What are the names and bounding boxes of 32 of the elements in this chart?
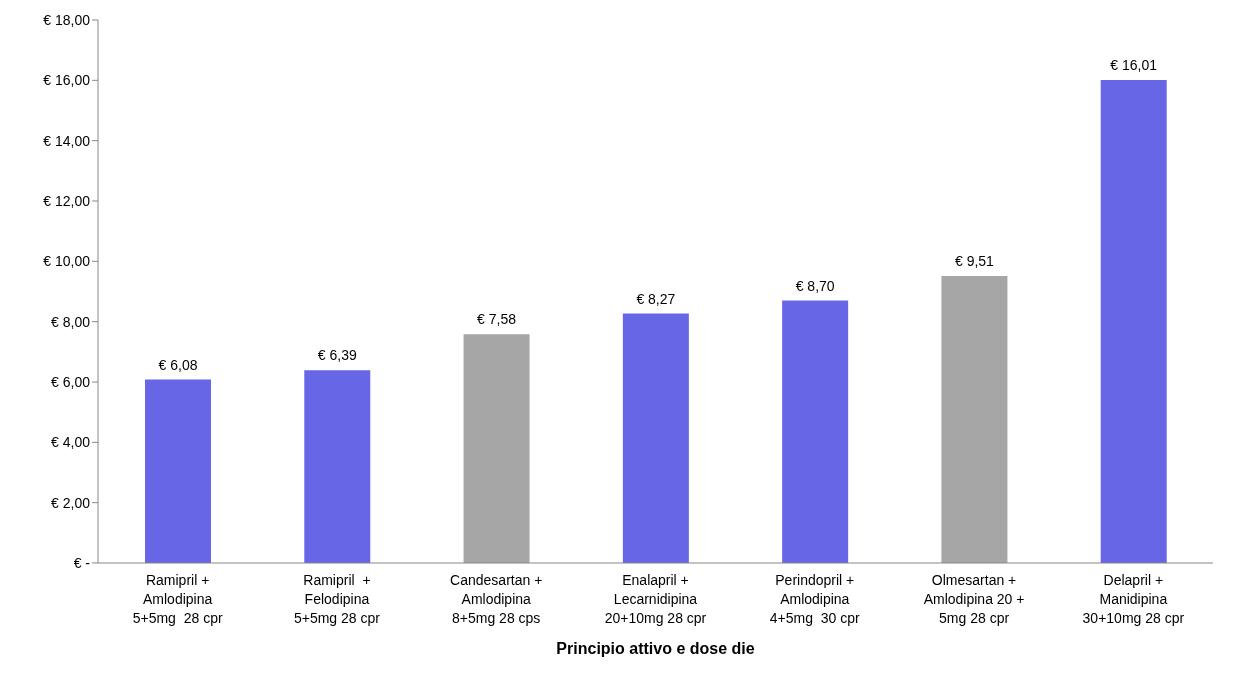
y-tick-label: € 4,00 — [51, 434, 91, 451]
bar — [304, 370, 371, 563]
y-tick-label: € 10,00 — [43, 253, 91, 270]
x-tick-label: Perindopril + Amlodipina 4+5mg 30 cpr — [769, 572, 861, 626]
x-tick-label: Ramipril + Felodipina 5+5mg 28 cpr — [293, 572, 381, 626]
bar — [782, 300, 849, 563]
bar — [1100, 80, 1167, 563]
y-tick-label: € 14,00 — [43, 132, 91, 149]
y-tick-label: € 18,00 — [43, 11, 91, 28]
bar — [463, 334, 530, 563]
y-tick-label: € 8,00 — [51, 313, 91, 330]
y-tick-label: € - — [73, 554, 91, 571]
x-tick-label: Candesartan + Amlodipina 8+5mg 28 cps — [450, 572, 543, 626]
x-tick-label: Ramipril + Amlodipina 5+5mg 28 cpr — [132, 572, 223, 626]
y-tick-label: € 6,00 — [51, 373, 91, 390]
data-label: € 8,27 — [636, 290, 676, 307]
x-tick-label: Olmesartan + Amlodipina 20 + 5mg 28 cpr — [923, 572, 1025, 626]
data-label: € 9,51 — [954, 253, 995, 270]
x-tick-label: Enalapril + Lecarnidipina 20+10mg 28 cpr — [604, 572, 707, 626]
bar — [622, 313, 689, 563]
y-tick-label: € 2,00 — [51, 494, 91, 511]
y-tick-label: € 12,00 — [43, 192, 91, 209]
y-tick-label: € 16,00 — [43, 72, 91, 89]
data-label: € 16,01 — [1110, 57, 1158, 74]
data-label: € 8,70 — [795, 277, 835, 294]
data-label: € 6,39 — [317, 347, 357, 364]
x-tick-label: Delapril + Manidipina 30+10mg 28 cpr — [1082, 572, 1185, 626]
data-label: € 6,08 — [158, 356, 198, 373]
bar — [941, 276, 1008, 563]
x-axis-title: Principio attivo e dose die — [555, 640, 756, 658]
data-label: € 7,58 — [477, 311, 517, 328]
bar — [145, 379, 211, 563]
